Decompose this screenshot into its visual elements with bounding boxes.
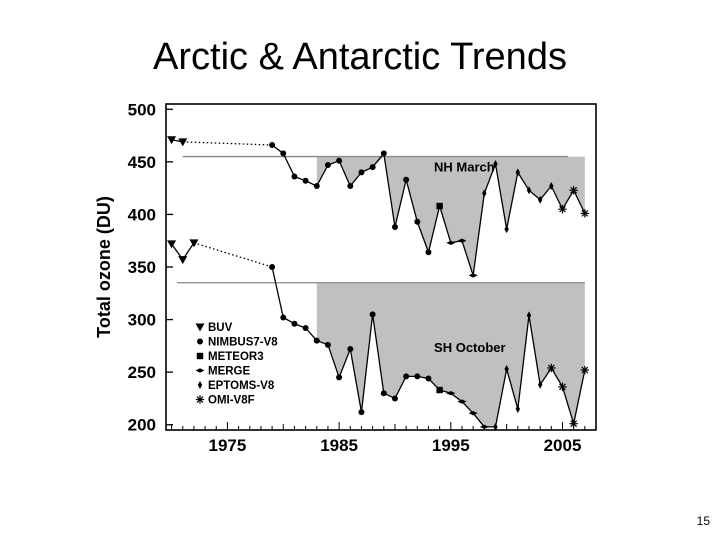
reference-line-layer (177, 155, 585, 284)
nh-point-1997 (468, 273, 478, 278)
sh-point-1993 (425, 375, 432, 382)
sh-point-2001 (515, 404, 521, 413)
annotation-1: SH October (434, 340, 506, 355)
nh-point-1990 (391, 224, 398, 231)
page-number: 15 (696, 514, 710, 528)
nh-point-2007 (580, 209, 590, 218)
nh-point-1983 (313, 183, 320, 190)
nh-point-1981 (291, 173, 298, 180)
sh-point-1971 (178, 256, 188, 265)
sh-point-1994 (436, 386, 443, 394)
nh-point-2003 (537, 195, 543, 204)
sh-point-1992 (414, 373, 421, 380)
y-axis-label: Total ozone (DU) (94, 196, 114, 338)
sh-point-1982 (302, 324, 309, 331)
annotation-0: NH March (434, 159, 495, 174)
x-tick-label-1985: 1985 (320, 436, 358, 455)
nh-shaded-area (316, 156, 585, 276)
nh-point-1998 (482, 189, 487, 198)
sh-point-1986 (347, 346, 354, 353)
sh-point-1991 (403, 373, 410, 380)
nh-point-1991 (403, 176, 410, 183)
sh-point-1981 (291, 320, 298, 327)
sh-point-2005 (558, 382, 567, 392)
legend-label-1: NIMBUS7-V8 (208, 337, 278, 349)
slide-title: Arctic & Antarctic Trends (153, 36, 567, 78)
sh-point-1997 (468, 410, 478, 416)
legend-marker-3 (195, 368, 205, 373)
sh-point-1987 (358, 409, 365, 416)
x-tick-label-2005: 2005 (544, 436, 582, 455)
legend-marker-2 (196, 352, 204, 360)
sh-point-1989 (380, 390, 387, 397)
sh-point-1990 (391, 395, 398, 402)
sh-point-1970 (167, 240, 177, 249)
legend-marker-0 (195, 323, 205, 332)
nh-point-2000 (504, 225, 509, 234)
nh-point-1984 (324, 161, 331, 168)
nh-point-1970 (167, 136, 177, 145)
sh-point-1980 (280, 314, 287, 321)
sh-point-2000 (504, 365, 509, 374)
nh-point-2002 (526, 186, 532, 195)
legend-marker-5 (195, 395, 205, 404)
x-tick-label-1995: 1995 (432, 436, 470, 455)
sh-point-2003 (537, 380, 543, 389)
sh-point-1983 (313, 337, 320, 344)
nh-point-1996 (457, 238, 467, 243)
tick-layer: 200 250 300 350 400 450 500 1975 1985 1995 2005 (128, 100, 586, 455)
legend-marker-4 (197, 381, 203, 389)
sh-point-1979 (269, 264, 276, 270)
x-tick-label-1975: 1975 (209, 436, 247, 455)
y-tick-label-200: 200 (128, 416, 156, 435)
legend-label-5: OMI-V8F (208, 395, 255, 407)
sh-point-2002 (526, 311, 532, 320)
nh-point-1982 (302, 177, 309, 184)
nh-point-1971 (178, 138, 188, 147)
legend-label-2: METEOR3 (208, 351, 264, 363)
nh-point-1993 (425, 249, 432, 256)
sh-point-2004 (547, 363, 556, 373)
legend-marker-1 (197, 338, 203, 345)
sh-point-2006 (569, 419, 578, 428)
nh-point-2001 (515, 168, 521, 177)
nh-point-1980 (280, 150, 287, 157)
y-tick-label-500: 500 (128, 100, 156, 119)
sh-series-gap-dotted (193, 242, 273, 268)
sh-point-1985 (336, 374, 343, 381)
sh-point-1988 (369, 311, 376, 318)
nh-point-1979 (269, 142, 276, 149)
y-tick-label-350: 350 (128, 258, 156, 277)
nh-point-1987 (358, 169, 365, 176)
legend-label-3: MERGE (208, 366, 251, 378)
nh-point-1994 (436, 202, 443, 210)
nh-point-2006 (569, 186, 578, 195)
sh-point-1972 (189, 239, 199, 248)
annotation-layer: NH March SH October (434, 159, 506, 355)
nh-point-1986 (347, 183, 354, 190)
legend-label-0: BUV (208, 322, 233, 334)
nh-point-1988 (369, 164, 376, 171)
sh-point-1984 (324, 341, 331, 348)
sh-point-1995 (446, 390, 456, 396)
nh-point-2005 (558, 204, 567, 214)
nh-point-1985 (336, 157, 343, 164)
legend: BUV NIMBUS7-V8 METEOR3 MERGE EPTOMS-V8 OMI-V8… (195, 322, 278, 407)
sh-point-2007 (580, 365, 590, 375)
nh-series-gap-dotted (182, 141, 273, 146)
y-tick-label-400: 400 (128, 205, 156, 224)
y-tick-label-450: 450 (128, 153, 156, 172)
y-tick-label-250: 250 (128, 363, 156, 382)
nh-point-1989 (380, 150, 387, 157)
nh-point-1999 (493, 159, 498, 168)
nh-point-1992 (414, 218, 421, 225)
y-tick-label-300: 300 (128, 311, 156, 330)
legend-label-4: EPTOMS-V8 (208, 380, 275, 392)
nh-point-1995 (446, 240, 456, 246)
marker-layer (167, 136, 590, 431)
sh-point-1996 (457, 399, 467, 404)
nh-point-2004 (549, 182, 554, 191)
